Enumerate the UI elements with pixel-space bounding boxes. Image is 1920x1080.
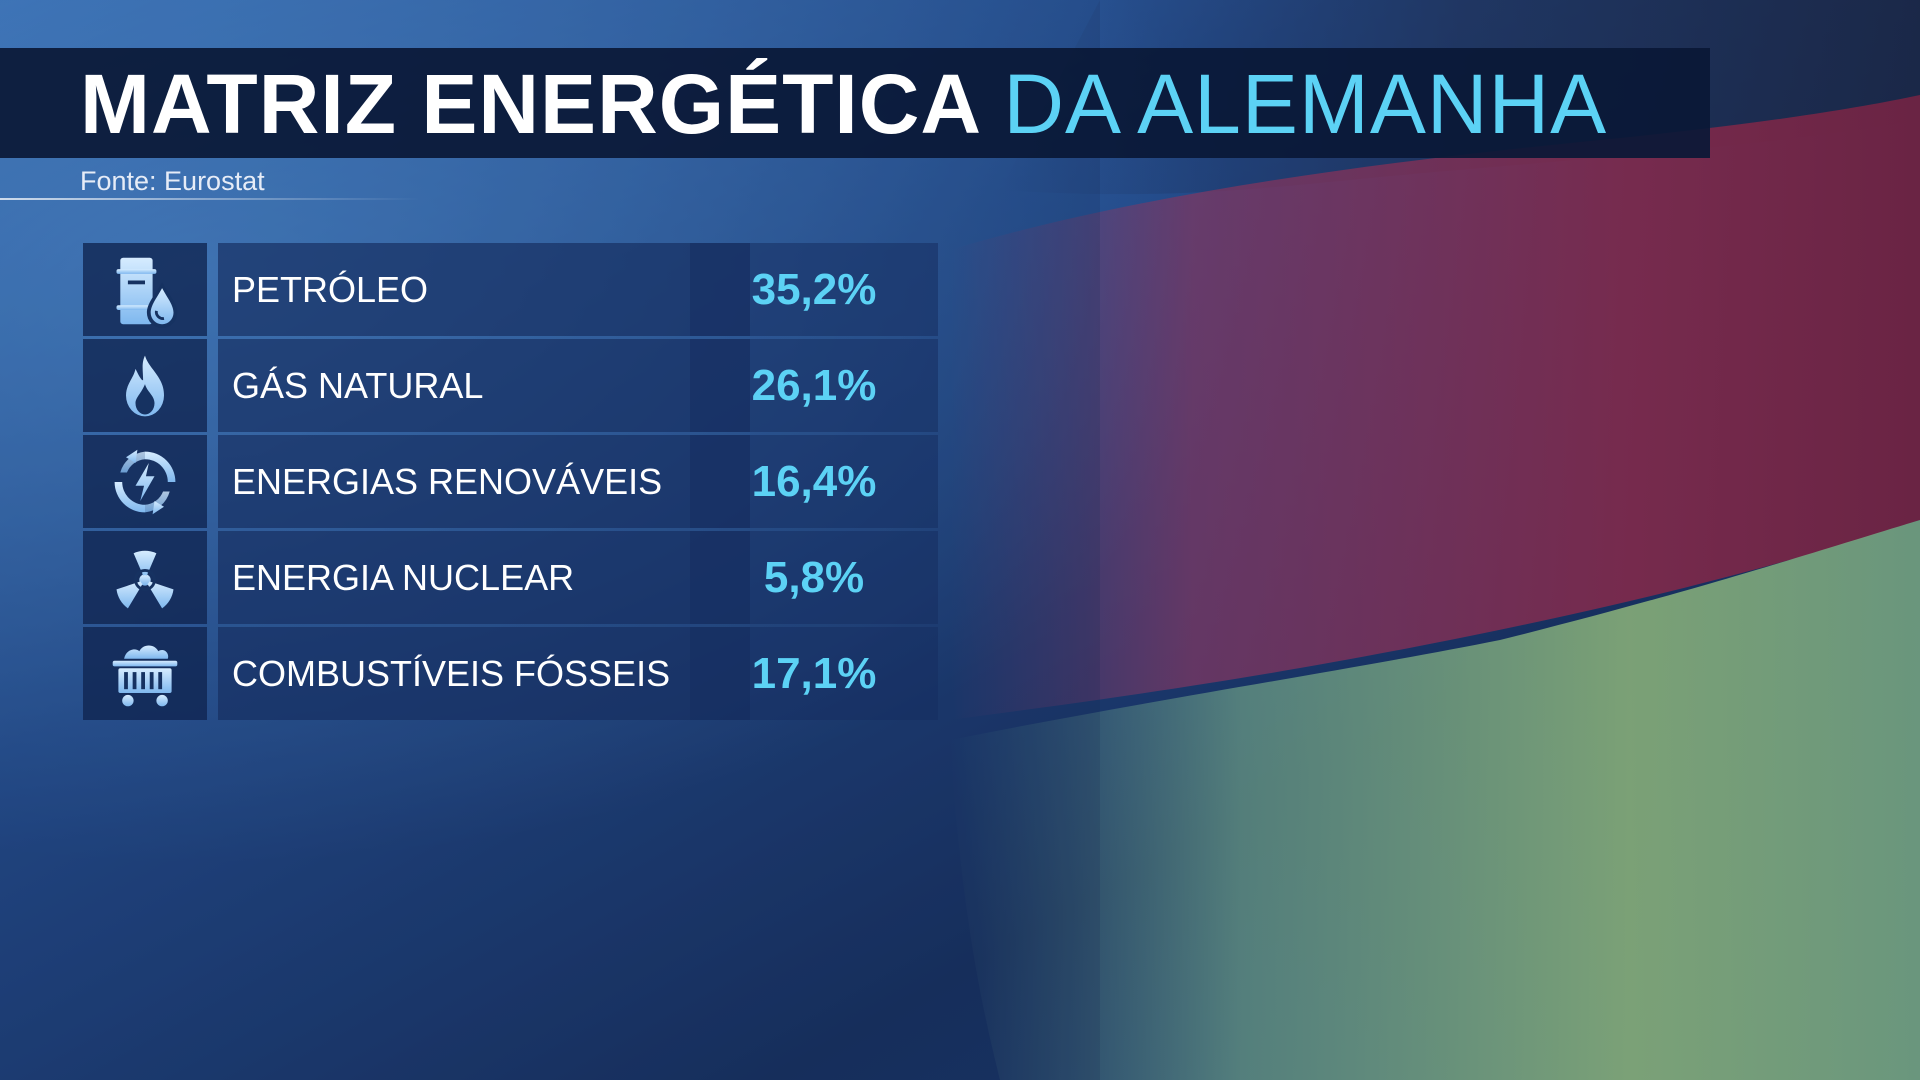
oil-barrel-drop-icon: [116, 257, 178, 328]
flame-icon: [126, 355, 164, 416]
row-value: 35,2%: [751, 264, 877, 314]
label-cell: ENERGIA NUCLEAR: [218, 531, 750, 624]
label-cell: ENERGIAS RENOVÁVEIS: [218, 435, 750, 528]
row-value: 26,1%: [751, 360, 877, 410]
row-label: PETRÓLEO: [232, 268, 429, 310]
label-cell: GÁS NATURAL: [218, 339, 750, 432]
source-divider: [0, 198, 420, 200]
row-label: ENERGIA NUCLEAR: [232, 556, 575, 598]
icon-cell: [83, 531, 207, 624]
page-title: MATRIZ ENERGÉTICA DA ALEMANHA: [80, 58, 1607, 150]
icon-cell: [83, 339, 207, 432]
table-row: ENERGIAS RENOVÁVEIS 16,4%: [83, 435, 938, 528]
table-row: PETRÓLEO 35,2%: [83, 243, 938, 336]
table-row: COMBUSTÍVEIS FÓSSEIS 17,1%: [83, 627, 938, 720]
value-cell: 17,1%: [690, 627, 938, 720]
label-cell: COMBUSTÍVEIS FÓSSEIS: [218, 627, 750, 720]
value-cell: 5,8%: [690, 531, 938, 624]
value-cell: 35,2%: [690, 243, 938, 336]
row-label: COMBUSTÍVEIS FÓSSEIS: [232, 652, 671, 694]
renewable-energy-icon: [114, 449, 176, 514]
table-row: GÁS NATURAL 26,1%: [83, 339, 938, 432]
coal-cart-icon: [112, 645, 178, 706]
title-country: DA ALEMANHA: [1003, 57, 1608, 151]
icon-cell: [83, 243, 207, 336]
row-value: 17,1%: [751, 648, 877, 698]
row-label: ENERGIAS RENOVÁVEIS: [232, 460, 663, 502]
source-label: Fonte: Eurostat: [80, 166, 265, 196]
value-cell: 16,4%: [690, 435, 938, 528]
value-cell: 26,1%: [690, 339, 938, 432]
row-value: 16,4%: [751, 456, 877, 506]
radiation-icon: [116, 550, 174, 608]
row-label: GÁS NATURAL: [232, 364, 484, 406]
label-cell: PETRÓLEO: [218, 243, 750, 336]
table-row: ENERGIA NUCLEAR 5,8%: [83, 531, 938, 624]
title-bar: [0, 48, 1710, 158]
icon-cell: [83, 435, 207, 528]
title-main: MATRIZ ENERGÉTICA: [80, 57, 979, 151]
icon-cell: [83, 627, 207, 720]
row-value: 5,8%: [763, 552, 865, 602]
